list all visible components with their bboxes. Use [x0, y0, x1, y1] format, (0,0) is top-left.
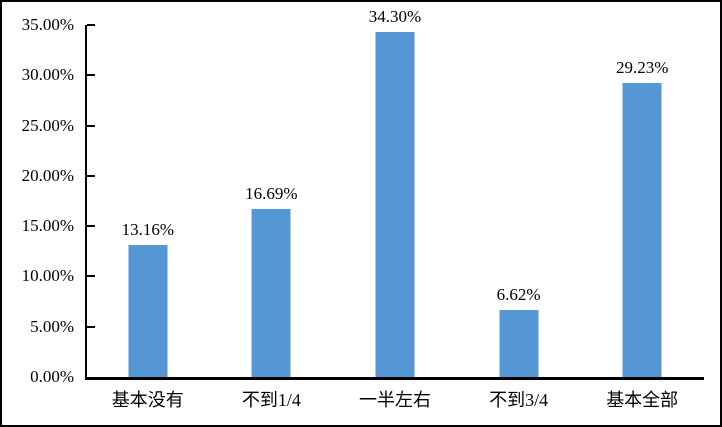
y-tick-mark [87, 124, 95, 127]
y-tick-label: 30.00% [21, 65, 74, 85]
y-tick-mark [87, 74, 95, 77]
x-category-label: 不到3/4 [489, 390, 549, 410]
y-tick-mark [87, 24, 95, 26]
y-tick-label: 0.00% [30, 367, 74, 386]
y-tick-label: 25.00% [21, 115, 74, 135]
bar-4 [499, 310, 539, 377]
bar-value-label: 13.16% [121, 219, 175, 239]
x-category-label: 基本全部 [606, 390, 679, 410]
bar-5 [622, 83, 662, 377]
bar-value-label: 29.23% [615, 58, 669, 78]
bar-3 [375, 32, 415, 377]
x-category-label: 基本没有 [111, 390, 184, 410]
x-axis-line [85, 377, 704, 380]
y-axis-line [85, 25, 87, 380]
bar-value-label: 6.62% [496, 285, 541, 305]
y-tick-mark [87, 325, 95, 328]
y-tick-label: 20.00% [21, 165, 74, 185]
y-tick-label: 10.00% [21, 266, 74, 286]
y-tick-label: 15.00% [21, 216, 74, 236]
bar-1 [128, 244, 168, 377]
bar-value-label: 34.30% [368, 7, 422, 27]
y-tick-label: 5.00% [30, 316, 74, 336]
y-tick-mark [87, 225, 95, 228]
bar-2 [251, 209, 291, 377]
x-category-label: 不到1/4 [241, 390, 301, 410]
x-category-label: 一半左右 [359, 390, 431, 410]
y-tick-label: 35.00% [21, 15, 74, 34]
bar-value-label: 16.69% [245, 184, 298, 204]
y-tick-mark [87, 275, 95, 278]
y-tick-mark [87, 174, 95, 177]
